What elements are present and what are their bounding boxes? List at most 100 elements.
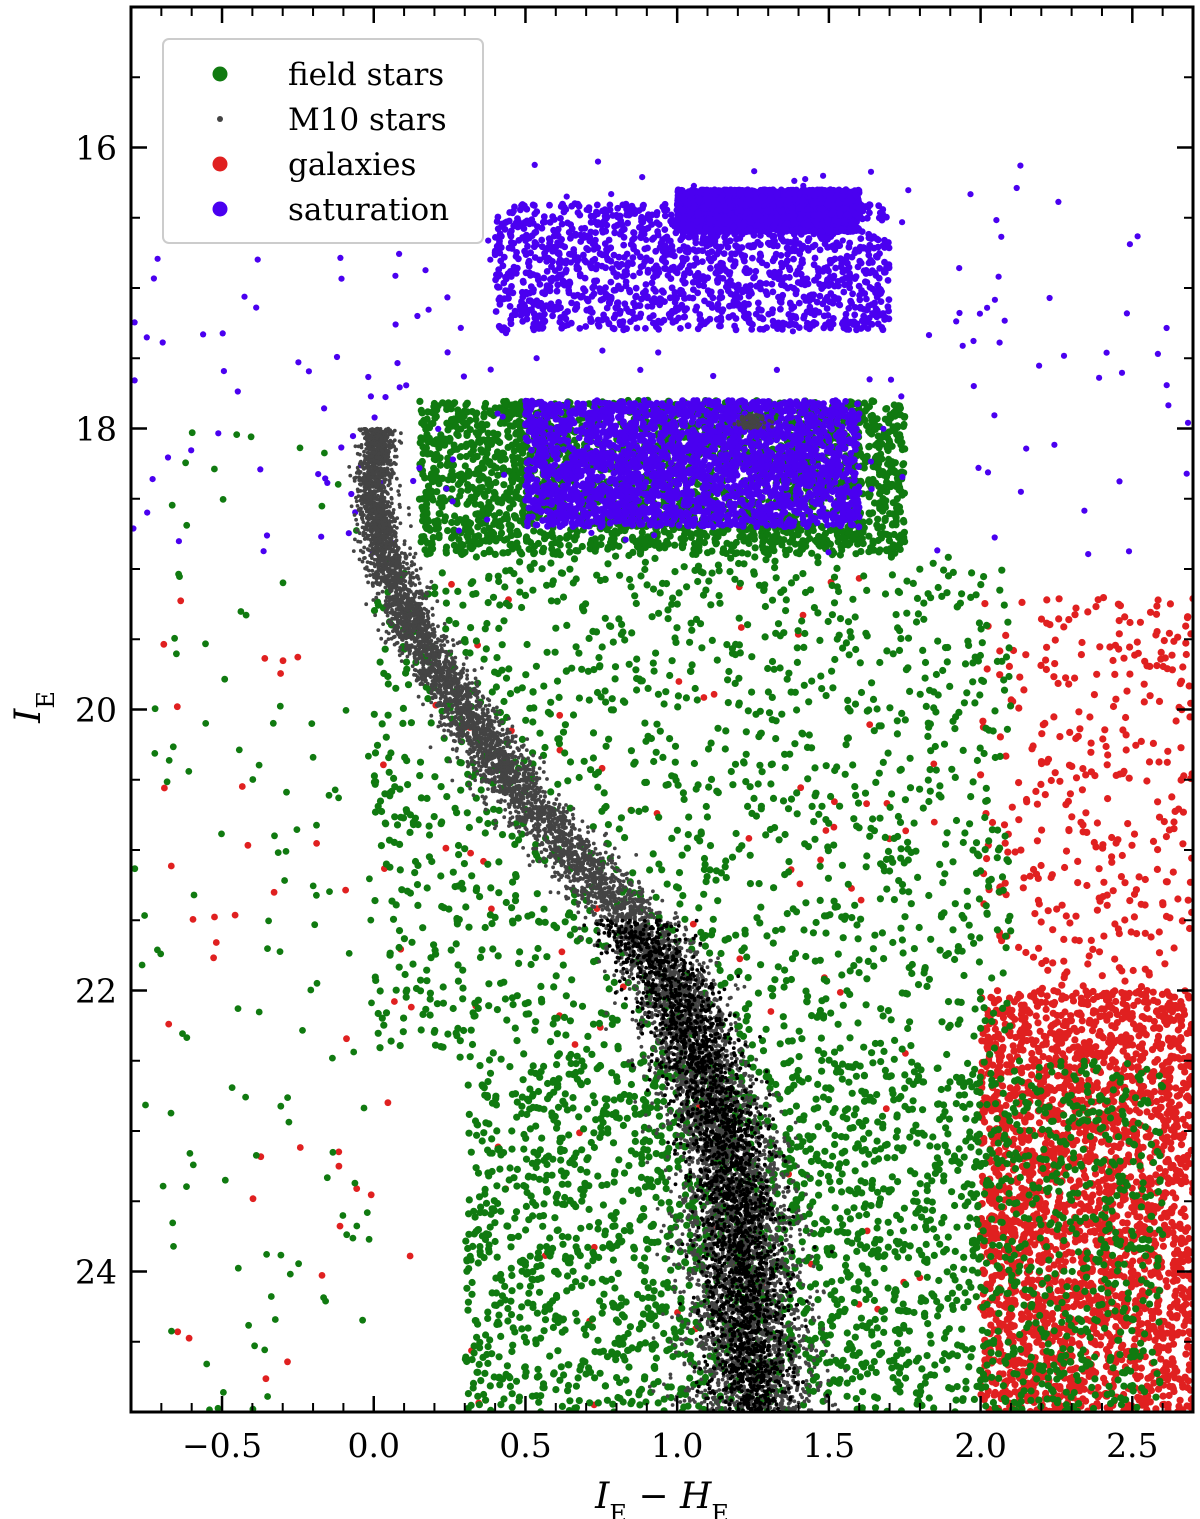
galaxy-point bbox=[1004, 848, 1012, 856]
galaxy-point bbox=[1028, 1071, 1036, 1079]
galaxy-point bbox=[1108, 991, 1116, 999]
galaxy-point bbox=[1044, 907, 1052, 915]
galaxy-point bbox=[1112, 1292, 1120, 1300]
galaxy-point bbox=[1068, 813, 1076, 821]
galaxy-point bbox=[1049, 959, 1057, 967]
galaxy-point bbox=[1154, 1270, 1162, 1278]
galaxy-point bbox=[1183, 1384, 1192, 1392]
galaxy-point bbox=[160, 640, 168, 648]
galaxy-point bbox=[1175, 1101, 1183, 1109]
galaxy-point bbox=[1059, 993, 1068, 1001]
galaxy-point bbox=[1066, 1082, 1075, 1090]
galaxy-point bbox=[448, 580, 455, 588]
galaxy-point bbox=[1123, 687, 1131, 695]
galaxy-point bbox=[1054, 679, 1062, 688]
galaxy-point bbox=[1096, 1341, 1104, 1349]
galaxy-point bbox=[1137, 737, 1145, 746]
galaxy-point bbox=[981, 1037, 990, 1046]
field-star-point bbox=[484, 429, 492, 437]
galaxy-point bbox=[1158, 1327, 1166, 1336]
galaxy-point bbox=[1179, 840, 1187, 848]
galaxy-point bbox=[987, 1280, 995, 1288]
galaxy-point bbox=[822, 827, 830, 834]
field-star-point bbox=[487, 410, 495, 418]
galaxy-point bbox=[1126, 643, 1134, 651]
galaxy-point bbox=[1109, 887, 1117, 895]
galaxy-point bbox=[406, 1252, 414, 1260]
galaxy-point bbox=[1089, 945, 1097, 954]
galaxy-point bbox=[1083, 828, 1091, 837]
galaxy-point bbox=[1170, 1264, 1178, 1272]
galaxy-point bbox=[1090, 691, 1098, 699]
galaxy-point bbox=[1078, 1026, 1086, 1034]
galaxy-point bbox=[1015, 816, 1023, 824]
galaxy-point bbox=[1151, 1106, 1159, 1114]
field-star-point bbox=[852, 550, 860, 558]
galaxy-point bbox=[1139, 1222, 1147, 1231]
galaxy-point bbox=[1064, 1030, 1072, 1038]
galaxy-point bbox=[1048, 1086, 1056, 1094]
galaxy-point bbox=[1083, 1202, 1091, 1211]
galaxy-point bbox=[1062, 674, 1070, 682]
galaxy-point bbox=[1084, 960, 1092, 968]
galaxy-point bbox=[1155, 1348, 1163, 1356]
galaxy-point bbox=[1024, 1063, 1032, 1071]
galaxy-point bbox=[1114, 600, 1122, 608]
galaxy-point bbox=[1182, 650, 1190, 659]
field-star-point bbox=[530, 550, 538, 558]
galaxy-point bbox=[882, 1105, 890, 1113]
galaxy-point bbox=[1107, 1034, 1115, 1042]
galaxy-point bbox=[1135, 873, 1143, 881]
galaxy-point bbox=[1124, 1211, 1132, 1219]
galaxy-point bbox=[1056, 777, 1064, 785]
galaxy-point bbox=[1011, 848, 1019, 856]
galaxy-point bbox=[1154, 1032, 1163, 1040]
galaxy-point bbox=[1034, 1257, 1042, 1265]
galaxy-point bbox=[1140, 998, 1148, 1006]
field-star-point bbox=[865, 532, 873, 540]
galaxy-point bbox=[1132, 741, 1140, 749]
galaxy-point bbox=[1108, 853, 1116, 861]
galaxy-point bbox=[1129, 966, 1137, 975]
field-star-point bbox=[876, 503, 884, 511]
galaxy-point bbox=[1071, 611, 1079, 619]
galaxy-point bbox=[1033, 837, 1041, 845]
galaxy-point bbox=[1137, 900, 1145, 908]
field-star-point bbox=[494, 430, 502, 438]
galaxy-point bbox=[1025, 1029, 1033, 1037]
galaxy-point bbox=[1122, 713, 1130, 722]
galaxy-point bbox=[1173, 1176, 1181, 1184]
field-star-point bbox=[573, 528, 581, 536]
galaxy-point bbox=[1176, 1132, 1184, 1140]
galaxy-point bbox=[1038, 730, 1046, 738]
galaxy-point bbox=[1092, 1008, 1100, 1016]
field-star-point bbox=[897, 531, 905, 539]
galaxy-point bbox=[977, 771, 985, 779]
field-star-point bbox=[869, 475, 877, 484]
galaxy-point bbox=[1085, 952, 1093, 960]
galaxy-point bbox=[277, 670, 284, 677]
galaxy-point bbox=[313, 840, 320, 847]
galaxy-point bbox=[1121, 613, 1129, 621]
galaxy-point bbox=[1176, 1396, 1184, 1404]
galaxy-point bbox=[1145, 1133, 1153, 1141]
galaxy-point bbox=[1032, 1012, 1040, 1020]
galaxy-point bbox=[294, 653, 302, 661]
field-star-point bbox=[416, 397, 424, 405]
galaxy-point bbox=[1072, 774, 1081, 782]
field-star-point bbox=[865, 509, 873, 517]
galaxy-point bbox=[1017, 992, 1025, 1000]
galaxy-point bbox=[1150, 1017, 1158, 1026]
galaxy-point bbox=[173, 703, 181, 711]
galaxy-point bbox=[1090, 1227, 1098, 1235]
galaxy-point bbox=[1058, 901, 1066, 909]
galaxy-point bbox=[1165, 629, 1173, 637]
galaxy-point bbox=[767, 1008, 775, 1015]
field-star-point bbox=[885, 455, 893, 463]
galaxy-point bbox=[1182, 1350, 1190, 1358]
galaxy-point bbox=[1097, 1333, 1105, 1341]
galaxy-point bbox=[1055, 595, 1063, 603]
field-star-point bbox=[574, 547, 582, 555]
galaxy-point bbox=[1032, 870, 1041, 878]
